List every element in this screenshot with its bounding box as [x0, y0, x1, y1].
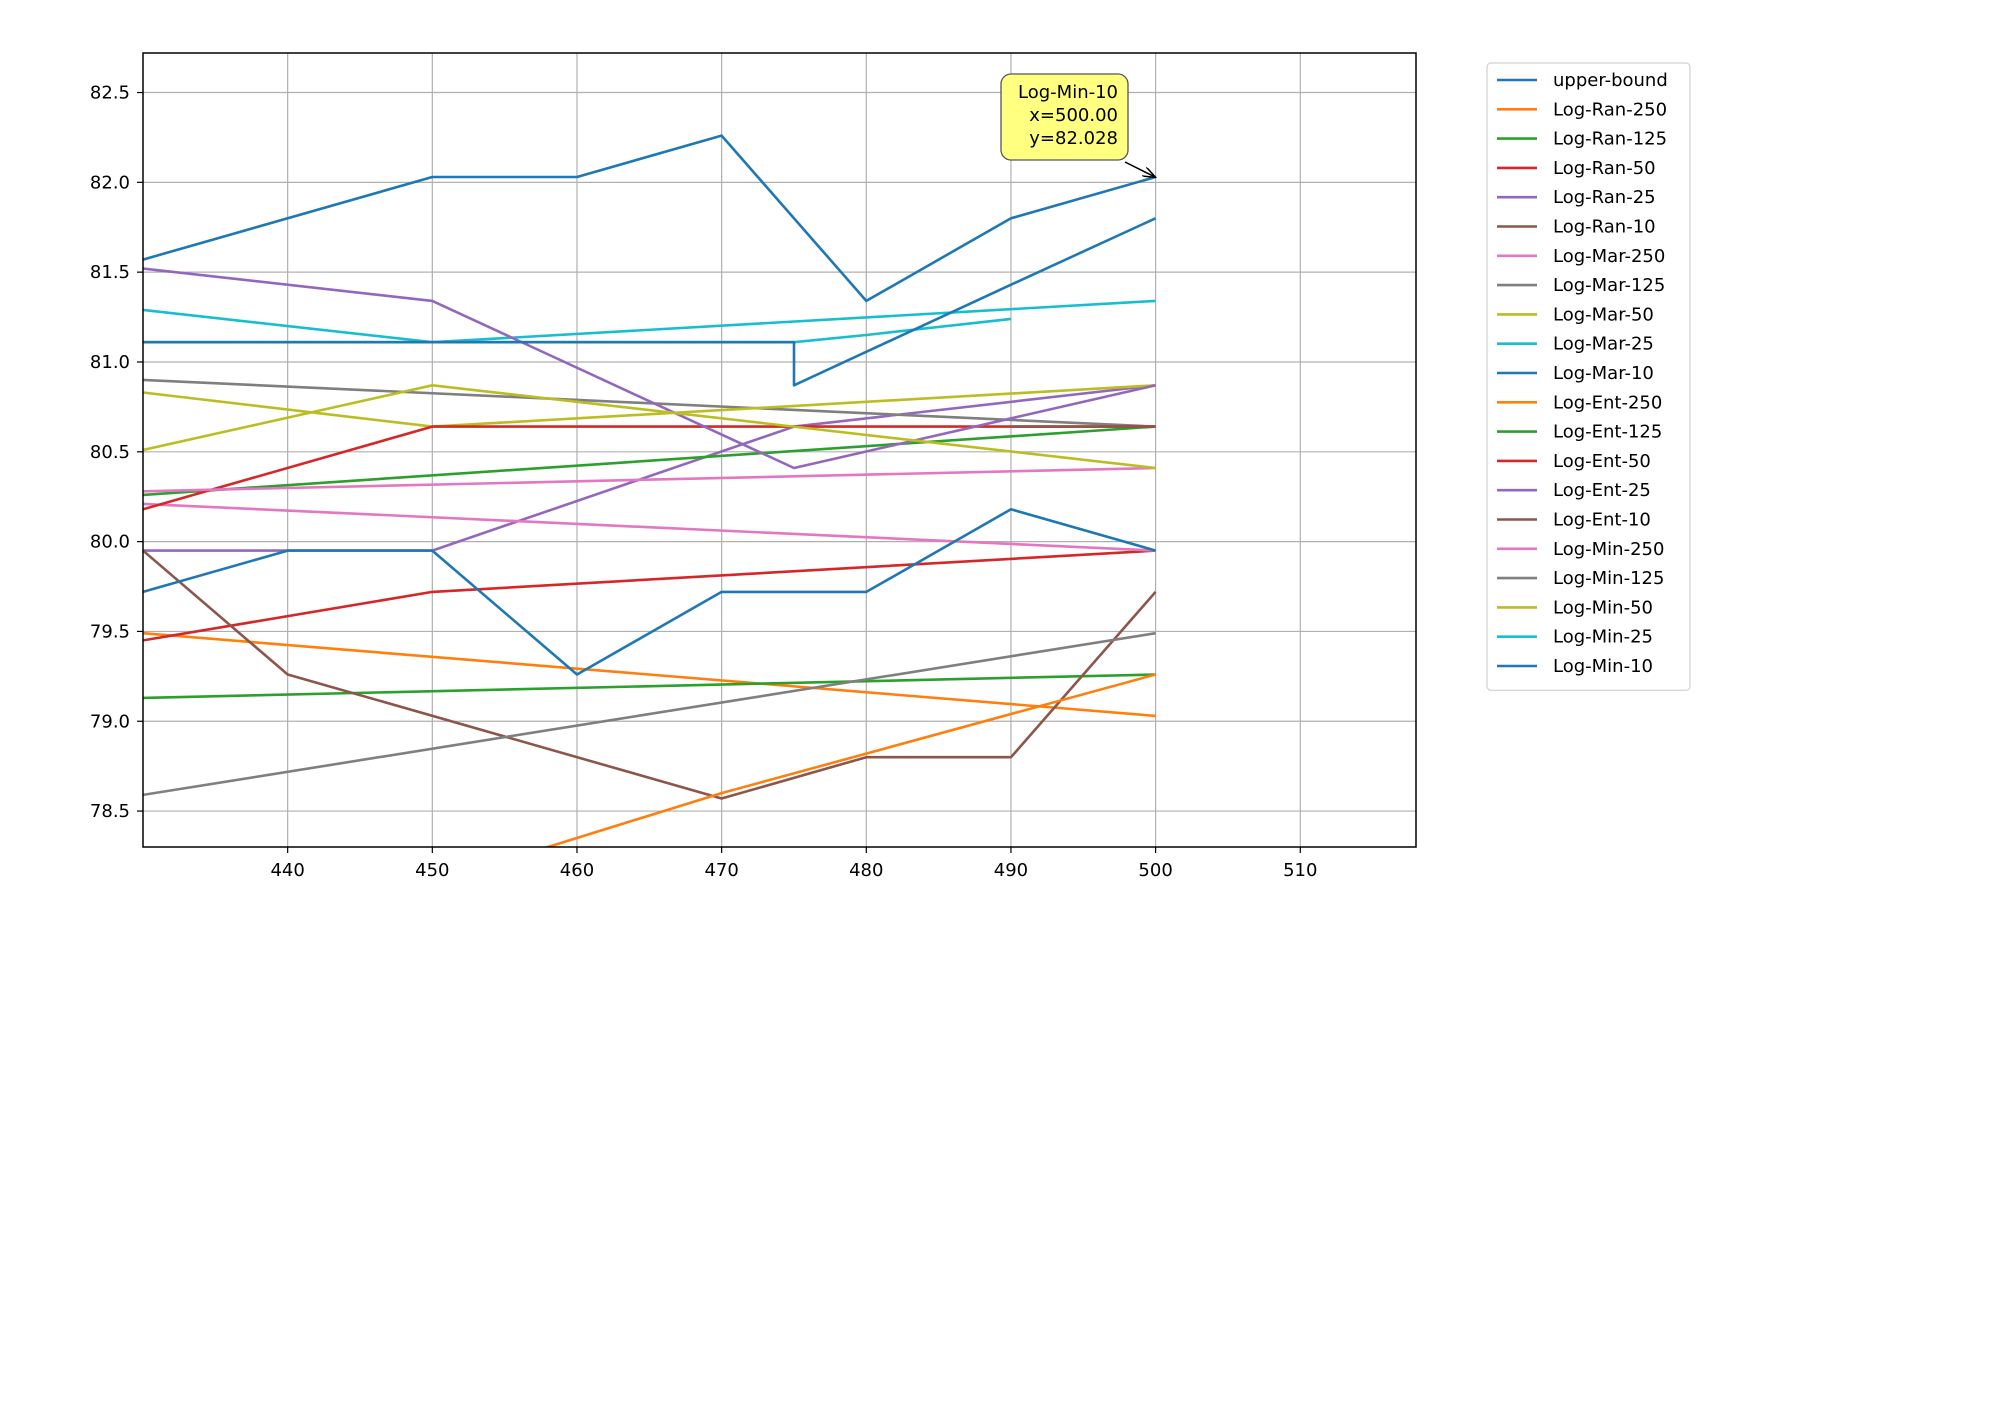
y-tick-label: 79.0: [90, 711, 130, 732]
series-line-log-mar-125: [143, 378, 1156, 428]
hover-annotation: Log-Min-10x=500.00y=82.028: [1000, 73, 1156, 177]
series-lines: [143, 134, 1157, 847]
series-line-log-mar-10: [143, 507, 1156, 676]
series-line-log-ent-250: [543, 673, 1156, 847]
y-tick-label: 81.5: [90, 262, 130, 283]
y-tick-label: 80.0: [90, 532, 130, 553]
legend-label: Log-Mar-250: [1553, 246, 1665, 267]
series-line-log-min-50: [143, 383, 1156, 470]
y-tick-label: 78.5: [90, 801, 130, 822]
annotation-text: x=500.00: [1029, 105, 1118, 126]
x-tick-label: 510: [1283, 860, 1317, 881]
y-tick-label: 81.0: [90, 352, 130, 373]
legend-label: Log-Ran-50: [1553, 158, 1656, 179]
series-line-upper-bound: [143, 134, 1156, 303]
legend-label: Log-Ran-250: [1553, 99, 1667, 120]
series-line-log-min-250: [143, 466, 1156, 493]
legend-label: Log-Min-25: [1553, 627, 1653, 648]
axis-ticks: 440 450 460 470 480 490 500 510 78.5 79.0 79.5 80.0…: [90, 83, 1318, 881]
legend-label: Log-Ent-50: [1553, 451, 1651, 472]
x-tick-label: 500: [1138, 860, 1172, 881]
legend-label: Log-Min-50: [1553, 597, 1653, 618]
legend: upper-bound Log-Ran-250 Log-Ran-125 Log-Ran…: [1486, 62, 1691, 691]
y-tick-label: 80.5: [90, 442, 130, 463]
grid: [143, 53, 1416, 847]
x-tick-label: 490: [994, 860, 1028, 881]
series-line-log-ran-10: [143, 549, 1157, 800]
legend-label: Log-Mar-25: [1553, 334, 1654, 355]
legend-label: Log-Ran-10: [1553, 217, 1656, 238]
annotation-arrow: [1124, 161, 1156, 177]
series-line-log-mar-25: [143, 299, 1156, 344]
annotation-text: y=82.028: [1029, 128, 1118, 149]
series-line-log-min-10: [143, 217, 1157, 387]
x-tick-label: 460: [560, 860, 594, 881]
x-tick-label: 450: [415, 860, 449, 881]
plot-frame: [142, 52, 1417, 848]
y-tick-label: 82.5: [90, 83, 130, 104]
series-line-log-ran-250: [143, 631, 1156, 718]
annotation-text: Log-Min-10: [1018, 82, 1118, 103]
x-tick-label: 480: [849, 860, 883, 881]
y-tick-label: 82.0: [90, 172, 130, 193]
x-tick-label: 440: [270, 860, 304, 881]
annotation-box: [1000, 73, 1129, 161]
legend-label: Log-Min-10: [1553, 656, 1653, 677]
legend-label: Log-Mar-50: [1553, 304, 1654, 325]
legend-label: Log-Min-125: [1553, 568, 1664, 589]
legend-label: Log-Mar-10: [1553, 363, 1654, 384]
x-tick-label: 470: [704, 860, 738, 881]
legend-label: Log-Min-250: [1553, 539, 1664, 560]
series-line-log-ent-125: [143, 425, 1156, 497]
legend-label: Log-Ent-125: [1553, 422, 1662, 443]
series-line-log-ran-125: [143, 673, 1156, 700]
series-line-log-mar-250: [143, 502, 1156, 552]
series-line-log-ent-25: [143, 267, 1156, 470]
legend-label: Log-Ran-125: [1553, 129, 1667, 150]
y-tick-label: 79.5: [90, 621, 130, 642]
legend-label: upper-bound: [1553, 70, 1668, 91]
legend-label: Log-Ent-25: [1553, 480, 1651, 501]
series-line-log-ran-50: [143, 549, 1156, 642]
series-line-log-min-125: [143, 631, 1156, 797]
legend-label: Log-Ran-25: [1553, 187, 1656, 208]
legend-box: [1486, 62, 1691, 691]
legend-label: Log-Mar-125: [1553, 275, 1665, 296]
legend-label: Log-Ent-10: [1553, 510, 1651, 531]
legend-label: Log-Ent-250: [1553, 392, 1662, 413]
series-line-log-ent-50: [143, 425, 1156, 511]
